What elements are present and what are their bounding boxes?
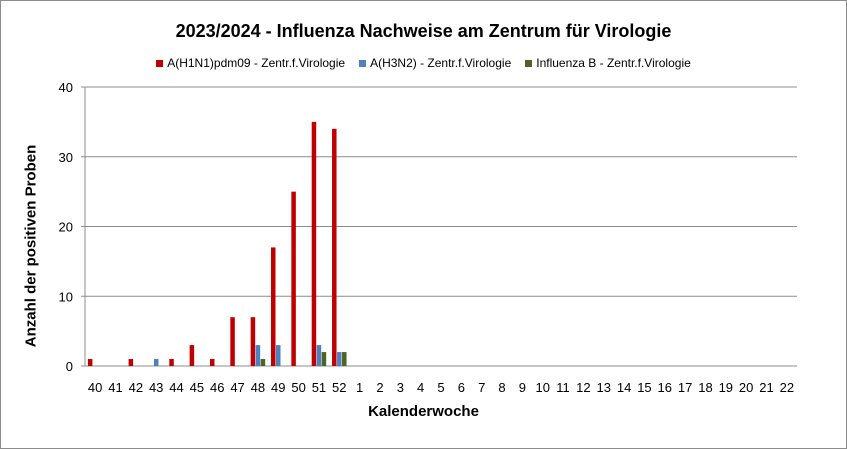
bar-series0-week-47 [230, 317, 235, 366]
chart-title: 2023/2024 - Influenza Nachweise am Zentr… [175, 21, 672, 41]
bar-series1-week-52 [337, 352, 342, 366]
x-tick-label-6: 6 [458, 380, 465, 395]
legend-swatch-h3n2 [359, 59, 367, 67]
bar-series0-week-46 [209, 359, 215, 366]
legend-swatch-influenza-b [525, 59, 533, 67]
y-tick-label-0: 0 [66, 359, 73, 374]
bar-series0-week-48 [250, 317, 256, 366]
x-tick-label-12: 12 [576, 380, 590, 395]
legend-item-h3n2: A(H3N2) - Zentr.f.Virologie [359, 56, 511, 70]
x-tick-label-19: 19 [719, 380, 733, 395]
x-tick-label-10: 10 [535, 380, 549, 395]
x-tick-label-16: 16 [658, 380, 672, 395]
x-tick-label-49: 49 [271, 380, 285, 395]
x-tick-label-11: 11 [556, 380, 570, 395]
bar-series0-week-52 [332, 128, 337, 366]
x-tick-label-13: 13 [597, 380, 611, 395]
bar-series0-week-50 [291, 191, 296, 366]
y-tick-label-10: 10 [59, 289, 73, 304]
bar-series0-week-42 [128, 359, 134, 366]
x-tick-label-8: 8 [498, 380, 505, 395]
bar-series0-week-51 [311, 121, 317, 366]
legend-item-influenza-b: Influenza B - Zentr.f.Virologie [525, 56, 691, 70]
x-tick-label-4: 4 [417, 380, 424, 395]
legend: A(H1N1)pdm09 - Zentr.f.Virologie A(H3N2)… [1, 56, 846, 70]
x-tick-label-20: 20 [739, 380, 753, 395]
x-tick-label-45: 45 [190, 380, 204, 395]
bar-series0-week-49 [271, 247, 276, 366]
x-tick-label-50: 50 [291, 380, 305, 395]
x-tick-label-14: 14 [617, 380, 631, 395]
y-tick-label-40: 40 [59, 80, 73, 95]
x-tick-label-41: 41 [108, 380, 122, 395]
x-axis-label: Kalenderwoche [368, 403, 479, 420]
bar-series0-week-44 [169, 359, 174, 366]
legend-label-h1n1: A(H1N1)pdm09 - Zentr.f.Virologie [167, 56, 346, 70]
x-tick-label-17: 17 [678, 380, 692, 395]
x-tick-label-15: 15 [637, 380, 651, 395]
x-tick-label-22: 22 [780, 380, 794, 395]
bar-series1-week-49 [276, 345, 281, 366]
x-tick-label-3: 3 [397, 380, 404, 395]
bar-series1-week-48 [255, 345, 261, 366]
bar-series2-week-51 [321, 352, 327, 366]
x-tick-label-9: 9 [519, 380, 526, 395]
x-tick-label-21: 21 [759, 380, 773, 395]
legend-label-h3n2: A(H3N2) - Zentr.f.Virologie [370, 56, 512, 70]
x-tick-label-47: 47 [230, 380, 244, 395]
bar-series2-week-52 [342, 352, 347, 366]
x-tick-label-48: 48 [251, 380, 265, 395]
legend-item-h1n1: A(H1N1)pdm09 - Zentr.f.Virologie [156, 56, 345, 70]
x-tick-label-52: 52 [332, 380, 346, 395]
x-tick-label-18: 18 [698, 380, 712, 395]
x-tick-label-43: 43 [149, 380, 163, 395]
x-tick-label-44: 44 [169, 380, 183, 395]
x-tick-label-5: 5 [437, 380, 444, 395]
x-tick-label-1: 1 [356, 380, 363, 395]
legend-swatch-h1n1 [156, 59, 164, 67]
x-tick-label-42: 42 [129, 380, 143, 395]
x-tick-label-51: 51 [312, 380, 326, 395]
bar-series1-week-43 [153, 359, 159, 366]
x-tick-label-46: 46 [210, 380, 224, 395]
y-tick-label-30: 30 [59, 150, 73, 165]
y-tick-label-20: 20 [59, 220, 73, 235]
x-tick-label-2: 2 [376, 380, 383, 395]
bar-series0-week-45 [189, 345, 195, 366]
bar-series2-week-48 [260, 359, 266, 366]
legend-label-influenza-b: Influenza B - Zentr.f.Virologie [536, 56, 691, 70]
x-tick-label-7: 7 [478, 380, 485, 395]
bar-series0-week-40 [87, 359, 93, 366]
bar-series1-week-51 [316, 345, 322, 366]
x-tick-label-40: 40 [88, 380, 102, 395]
